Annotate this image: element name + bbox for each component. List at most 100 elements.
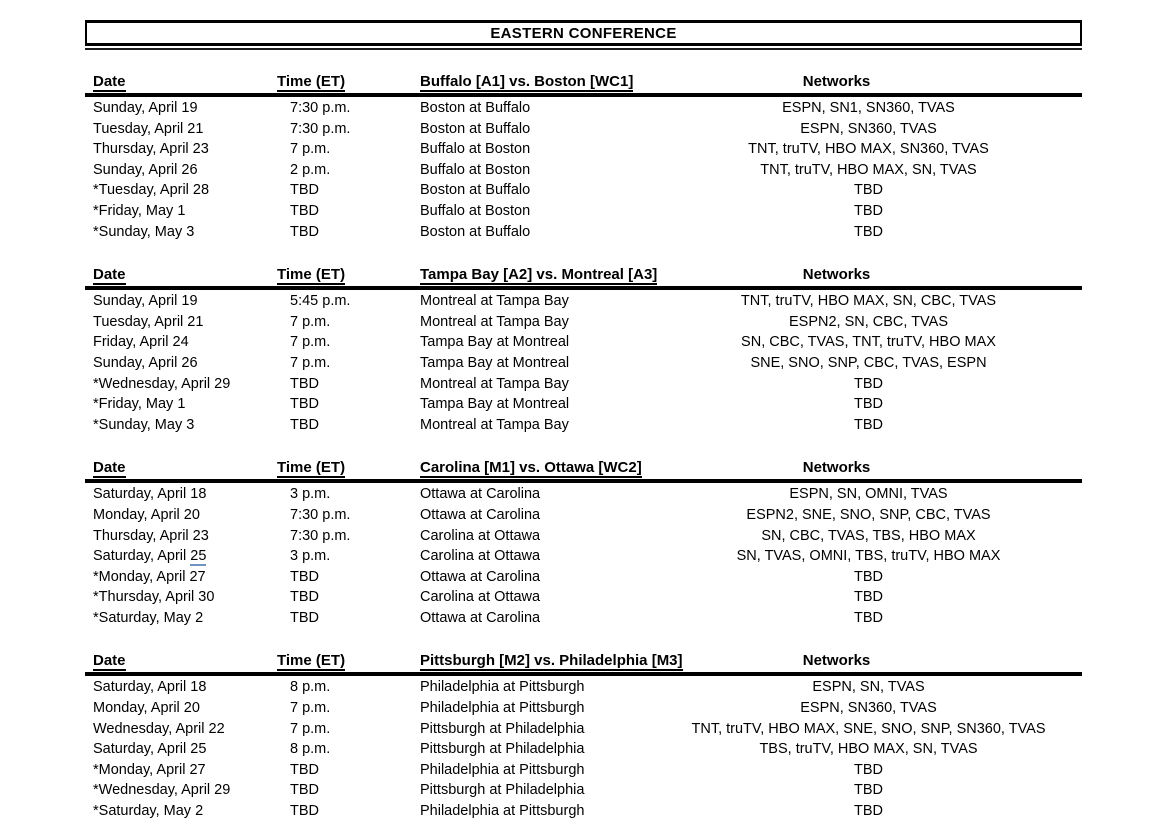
game-matchup: Ottawa at Carolina [420, 486, 541, 503]
game-date: Friday, April 24 [93, 334, 189, 351]
schedule-row: *Sunday, May 3 TBD Boston at Buffalo TBD [85, 222, 1082, 243]
game-networks: TNT, truTV, HBO MAX, SNE, SNO, SNP, SN36… [691, 720, 1046, 737]
schedule-row: Tuesday, April 21 7:30 p.m. Boston at Bu… [85, 119, 1082, 140]
game-date: Saturday, April 18 [93, 486, 207, 503]
game-time: TBD [290, 182, 319, 199]
series-section: Date Time (ET) Pittsburgh [M2] vs. Phila… [85, 651, 1082, 821]
game-networks: TBD [854, 803, 883, 820]
game-date: *Monday, April 27 [93, 568, 206, 585]
game-matchup: Carolina at Ottawa [420, 589, 541, 606]
schedule-row: *Monday, April 27 TBD Philadelphia at Pi… [85, 760, 1082, 781]
game-date: Sunday, April 19 [93, 293, 198, 310]
game-networks: ESPN, SN360, TVAS [800, 120, 937, 137]
game-time: 7 p.m. [290, 313, 331, 330]
game-date: Monday, April 20 [93, 700, 200, 717]
schedule-row: *Friday, May 1 TBD Tampa Bay at Montreal… [85, 394, 1082, 415]
game-matchup: Montreal at Tampa Bay [420, 313, 569, 330]
game-matchup: Boston at Buffalo [420, 182, 531, 199]
game-time: 7 p.m. [290, 700, 331, 717]
series-rows: Saturday, April 18 8 p.m. Philadelphia a… [85, 677, 1082, 821]
game-networks: SN, TVAS, OMNI, TBS, truTV, HBO MAX [736, 548, 1001, 565]
series-rows: Saturday, April 18 3 p.m. Ottawa at Caro… [85, 484, 1082, 628]
header-double-rule [85, 479, 1082, 484]
game-date: Monday, April 20 [93, 506, 200, 523]
game-date: Thursday, April 23 [93, 141, 209, 158]
game-date: *Tuesday, April 28 [93, 182, 210, 199]
game-matchup: Tampa Bay at Montreal [420, 396, 570, 413]
game-time: 8 p.m. [290, 741, 331, 758]
game-date: *Friday, May 1 [93, 396, 186, 413]
game-date: Saturday, April 25 [93, 548, 207, 567]
series-header-row: Date Time (ET) Carolina [M1] vs. Ottawa … [85, 458, 1082, 479]
schedule-row: Monday, April 20 7 p.m. Philadelphia at … [85, 698, 1082, 719]
time-column-header: Time (ET) [277, 266, 346, 286]
schedule-row: *Wednesday, April 29 TBD Pittsburgh at P… [85, 780, 1082, 801]
game-networks: TNT, truTV, HBO MAX, SN, TVAS [760, 161, 977, 178]
game-networks: TBD [854, 182, 883, 199]
schedule-row: *Friday, May 1 TBD Buffalo at Boston TBD [85, 201, 1082, 222]
conference-title: EASTERN CONFERENCE [490, 24, 677, 42]
schedule-row: Monday, April 20 7:30 p.m. Ottawa at Car… [85, 505, 1082, 526]
game-networks: TBD [854, 202, 883, 219]
game-matchup: Carolina at Ottawa [420, 527, 541, 544]
game-date: *Sunday, May 3 [93, 223, 195, 240]
game-time: 7 p.m. [290, 334, 331, 351]
game-matchup: Tampa Bay at Montreal [420, 354, 570, 371]
game-date: Wednesday, April 22 [93, 720, 225, 737]
game-networks: ESPN2, SN, CBC, TVAS [788, 313, 948, 330]
schedule-row: Tuesday, April 21 7 p.m. Montreal at Tam… [85, 312, 1082, 333]
game-matchup: Boston at Buffalo [420, 223, 531, 240]
game-matchup: Ottawa at Carolina [420, 568, 541, 585]
game-date: *Saturday, May 2 [93, 803, 204, 820]
game-time: TBD [290, 782, 319, 799]
game-time: 7 p.m. [290, 354, 331, 371]
header-double-rule [85, 286, 1082, 291]
series-rows: Sunday, April 19 5:45 p.m. Montreal at T… [85, 291, 1082, 435]
schedule-row: Friday, April 24 7 p.m. Tampa Bay at Mon… [85, 332, 1082, 353]
schedule-row: Sunday, April 19 5:45 p.m. Montreal at T… [85, 291, 1082, 312]
matchup-header: Pittsburgh [M2] vs. Philadelphia [M3] [420, 652, 683, 672]
game-matchup: Boston at Buffalo [420, 120, 531, 137]
schedule-row: Sunday, April 26 7 p.m. Tampa Bay at Mon… [85, 353, 1082, 374]
game-networks: ESPN, SN, OMNI, TVAS [789, 486, 948, 503]
game-matchup: Philadelphia at Pittsburgh [420, 803, 585, 820]
schedule-row: Thursday, April 23 7:30 p.m. Carolina at… [85, 526, 1082, 547]
game-time: TBD [290, 416, 319, 433]
game-time: 7 p.m. [290, 141, 331, 158]
game-time: TBD [290, 609, 319, 626]
series-list: Date Time (ET) Buffalo [A1] vs. Boston [… [85, 72, 1082, 822]
game-networks: SNE, SNO, SNP, CBC, TVAS, ESPN [750, 354, 987, 371]
schedule-row: Saturday, April 18 8 p.m. Philadelphia a… [85, 677, 1082, 698]
game-networks: SN, CBC, TVAS, TBS, HBO MAX [761, 527, 976, 544]
game-networks: ESPN, SN, TVAS [812, 679, 925, 696]
header-double-rule [85, 672, 1082, 677]
schedule-row: Thursday, April 23 7 p.m. Buffalo at Bos… [85, 139, 1082, 160]
game-time: TBD [290, 396, 319, 413]
game-date: Saturday, April 18 [93, 679, 207, 696]
game-networks: TBD [854, 782, 883, 799]
game-networks: TBD [854, 375, 883, 392]
game-networks: TBD [854, 416, 883, 433]
game-networks: SN, CBC, TVAS, TNT, truTV, HBO MAX [741, 334, 996, 351]
game-networks: TBD [854, 223, 883, 240]
networks-column-header: Networks [802, 266, 871, 284]
schedule-sheet: EASTERN CONFERENCE Date Time (ET) Buffal… [85, 0, 1082, 822]
date-column-header: Date [93, 73, 126, 92]
game-matchup: Buffalo at Boston [420, 141, 531, 158]
game-matchup: Buffalo at Boston [420, 161, 531, 178]
game-date: Sunday, April 26 [93, 354, 198, 371]
game-networks: ESPN, SN360, TVAS [800, 700, 937, 717]
schedule-row: *Monday, April 27 TBD Ottawa at Carolina… [85, 567, 1082, 588]
game-matchup: Ottawa at Carolina [420, 506, 541, 523]
schedule-row: *Saturday, May 2 TBD Philadelphia at Pit… [85, 801, 1082, 822]
schedule-row: Saturday, April 25 8 p.m. Pittsburgh at … [85, 739, 1082, 760]
game-time: 7 p.m. [290, 720, 331, 737]
networks-column-header: Networks [802, 652, 871, 670]
header-double-rule [85, 93, 1082, 97]
conference-title-box: EASTERN CONFERENCE [85, 20, 1082, 46]
game-matchup: Montreal at Tampa Bay [420, 375, 569, 392]
game-networks: TNT, truTV, HBO MAX, SN360, TVAS [748, 141, 989, 158]
game-date: Saturday, April 25 [93, 741, 207, 758]
game-date: *Friday, May 1 [93, 202, 186, 219]
game-matchup: Pittsburgh at Philadelphia [420, 782, 585, 799]
